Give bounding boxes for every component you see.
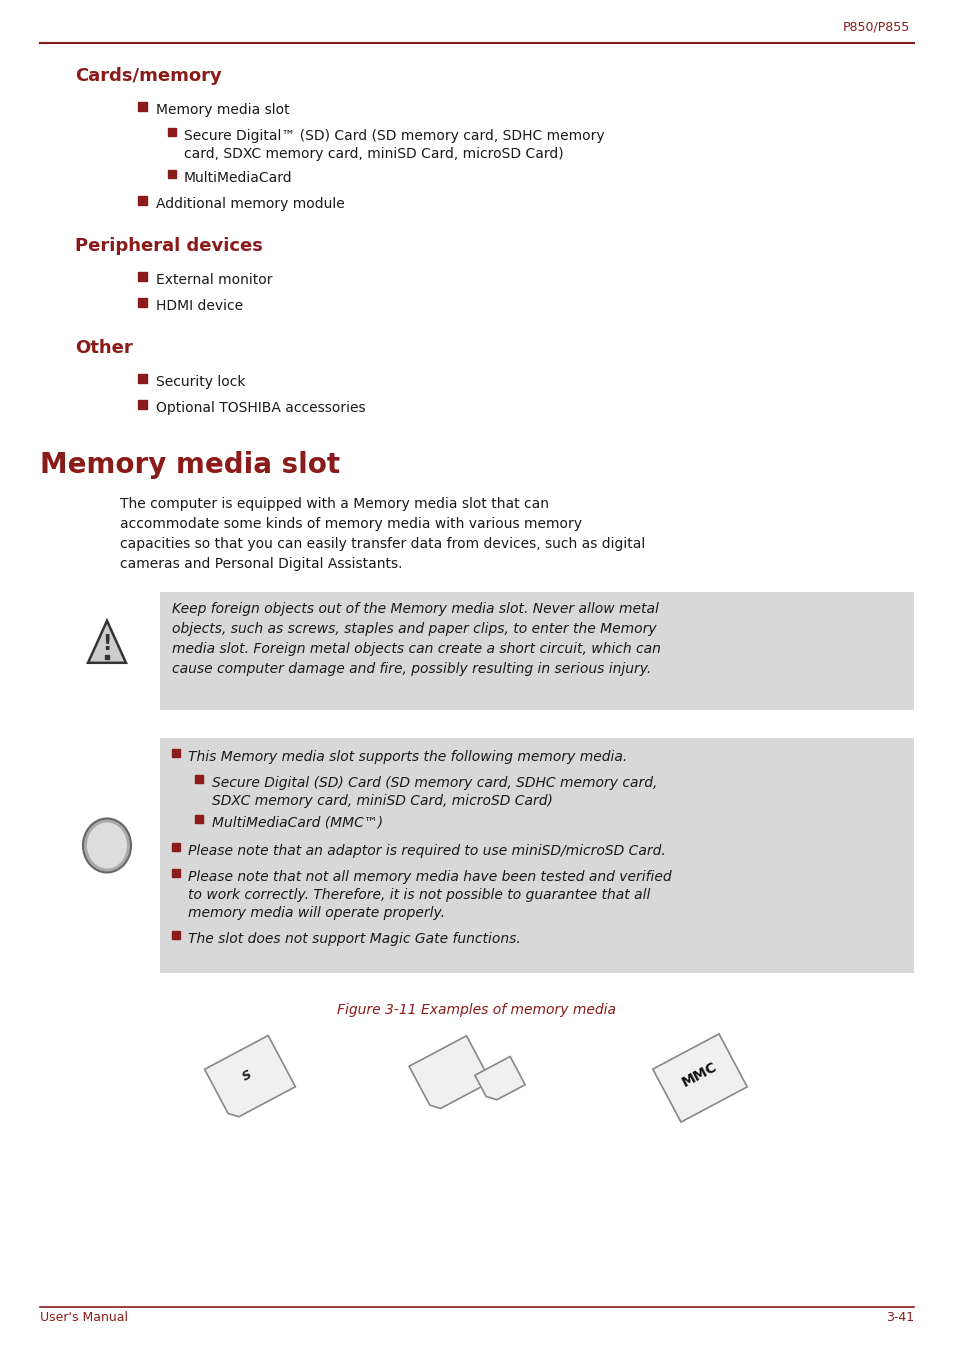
Bar (138, 374, 147, 382)
Text: The computer is equipped with a Memory media slot that can
accommodate some kind: The computer is equipped with a Memory m… (120, 498, 644, 572)
Bar (138, 195, 147, 204)
Text: 3-41: 3-41 (885, 1311, 913, 1323)
Text: User's Manual: User's Manual (40, 1311, 128, 1323)
Text: to work correctly. Therefore, it is not possible to guarantee that all: to work correctly. Therefore, it is not … (188, 888, 650, 902)
Polygon shape (204, 1036, 295, 1116)
Text: MMC: MMC (679, 1060, 720, 1089)
Bar (168, 128, 175, 136)
Text: Security lock: Security lock (156, 375, 245, 389)
Bar (168, 169, 175, 178)
Bar (172, 931, 180, 939)
Text: Secure Digital (SD) Card (SD memory card, SDHC memory card,: Secure Digital (SD) Card (SD memory card… (212, 776, 657, 790)
Ellipse shape (87, 823, 127, 869)
Bar (138, 101, 147, 110)
Text: Cards/memory: Cards/memory (75, 67, 221, 85)
Text: MultiMediaCard: MultiMediaCard (184, 171, 293, 186)
Bar (160, 738, 913, 972)
Text: Memory media slot: Memory media slot (156, 104, 290, 117)
Text: Peripheral devices: Peripheral devices (75, 237, 263, 256)
Bar (138, 297, 147, 307)
Bar (172, 843, 180, 851)
Bar (194, 775, 203, 783)
Polygon shape (475, 1056, 524, 1100)
Text: Optional TOSHIBA accessories: Optional TOSHIBA accessories (156, 401, 365, 416)
Text: memory media will operate properly.: memory media will operate properly. (188, 907, 444, 920)
Text: MultiMediaCard (MMC™): MultiMediaCard (MMC™) (212, 816, 383, 830)
Bar (172, 749, 180, 757)
Text: Other: Other (75, 339, 132, 356)
Bar (172, 869, 180, 877)
Text: HDMI device: HDMI device (156, 299, 243, 313)
Text: Additional memory module: Additional memory module (156, 196, 344, 211)
Text: Secure Digital™ (SD) Card (SD memory card, SDHC memory: Secure Digital™ (SD) Card (SD memory car… (184, 129, 604, 143)
Ellipse shape (83, 819, 131, 873)
Text: Figure 3-11 Examples of memory media: Figure 3-11 Examples of memory media (337, 1003, 616, 1017)
Bar (138, 399, 147, 409)
Text: card, SDXC memory card, miniSD Card, microSD Card): card, SDXC memory card, miniSD Card, mic… (184, 147, 563, 161)
Bar (194, 815, 203, 823)
Bar (160, 592, 913, 710)
Polygon shape (88, 621, 126, 663)
Text: SDXC memory card, miniSD Card, microSD Card): SDXC memory card, miniSD Card, microSD C… (212, 794, 553, 808)
Bar (138, 272, 147, 281)
Text: P850/P855: P850/P855 (841, 20, 909, 34)
Text: The slot does not support Magic Gate functions.: The slot does not support Magic Gate fun… (188, 932, 520, 946)
Text: S: S (240, 1068, 253, 1084)
Polygon shape (409, 1036, 491, 1108)
Text: Please note that an adaptor is required to use miniSD/microSD Card.: Please note that an adaptor is required … (188, 845, 665, 858)
Text: i: i (103, 834, 111, 854)
Text: !: ! (102, 633, 112, 654)
Polygon shape (652, 1034, 746, 1122)
Text: This Memory media slot supports the following memory media.: This Memory media slot supports the foll… (188, 751, 626, 764)
Text: External monitor: External monitor (156, 273, 273, 286)
Text: Memory media slot: Memory media slot (40, 451, 340, 479)
Text: Please note that not all memory media have been tested and verified: Please note that not all memory media ha… (188, 870, 671, 884)
Text: Keep foreign objects out of the Memory media slot. Never allow metal
objects, su: Keep foreign objects out of the Memory m… (172, 603, 660, 677)
